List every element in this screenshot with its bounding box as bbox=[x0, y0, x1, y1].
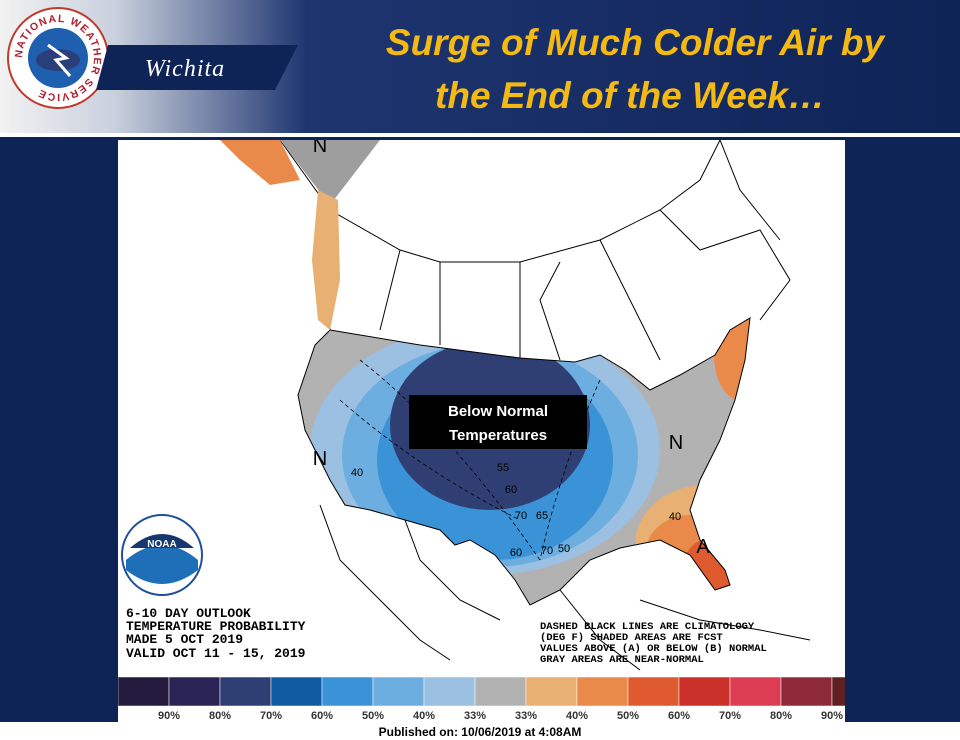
header-rule bbox=[0, 133, 960, 137]
info-line: 6-10 DAY OUTLOOK bbox=[126, 606, 251, 621]
legend-label: 70% bbox=[260, 710, 282, 722]
info-line: MADE 5 OCT 2019 bbox=[126, 632, 243, 647]
legend-swatch bbox=[219, 676, 272, 707]
legend-swatch bbox=[423, 676, 476, 707]
region-label: A bbox=[696, 536, 710, 558]
legend-label: 70% bbox=[719, 710, 741, 722]
office-banner bbox=[96, 45, 298, 90]
contour-label: 70 bbox=[515, 510, 527, 522]
contour-label: 60 bbox=[505, 484, 517, 496]
note-line: GRAY AREAS ARE NEAR-NORMAL bbox=[540, 654, 704, 666]
legend-label: 33% bbox=[464, 710, 486, 722]
info-line: TEMPERATURE PROBABILITY bbox=[126, 619, 306, 634]
contour-label: 60 bbox=[510, 547, 522, 559]
callout-text: Below Normal bbox=[448, 403, 548, 420]
map-panel: N N N A 40 40 50 60 55 60 70 65 70 Below… bbox=[118, 135, 845, 722]
legend-swatch bbox=[372, 676, 425, 707]
contour-label: 40 bbox=[351, 467, 363, 479]
contour-label: 40 bbox=[669, 511, 681, 523]
legend-swatch bbox=[525, 676, 578, 707]
footer: Published on: 10/06/2019 at 4:08AM bbox=[379, 725, 582, 739]
legend-label: 40% bbox=[566, 710, 588, 722]
bc-coast bbox=[312, 190, 340, 330]
title-line: the End of the Week… bbox=[435, 75, 825, 116]
contour-label: 70 bbox=[541, 545, 553, 557]
region-label: N bbox=[313, 135, 327, 157]
legend-label: 60% bbox=[311, 710, 333, 722]
callout-box bbox=[409, 395, 587, 449]
noaa-text: NOAA bbox=[147, 539, 176, 550]
legend-label: 90% bbox=[821, 710, 843, 722]
legend-label: 80% bbox=[770, 710, 792, 722]
legend-swatch bbox=[118, 676, 170, 707]
legend-label: 50% bbox=[617, 710, 639, 722]
legend: 90% 80% 70% 60% 50% 40% 33% 33% 40% 50% 60% 70% 80% 9… bbox=[118, 676, 845, 722]
note-line: VALUES ABOVE (A) OR BELOW (B) NORMAL bbox=[540, 643, 767, 655]
legend-label: 60% bbox=[668, 710, 690, 722]
legend-label: 90% bbox=[158, 710, 180, 722]
title-line: Surge of Much Colder Air by bbox=[386, 22, 887, 63]
info-line: VALID OCT 11 - 15, 2019 bbox=[126, 646, 306, 661]
contour-label: 65 bbox=[536, 510, 548, 522]
legend-swatch bbox=[831, 676, 845, 707]
note-line: DASHED BLACK LINES ARE CLIMATOLOGY bbox=[540, 621, 755, 633]
legend-label: 33% bbox=[515, 710, 537, 722]
us-outline bbox=[297, 317, 751, 606]
legend-label: 40% bbox=[413, 710, 435, 722]
legend-swatch bbox=[474, 676, 527, 707]
alaska-gray bbox=[280, 140, 380, 205]
legend-swatch bbox=[270, 676, 323, 707]
note-line: (DEG F) SHADED AREAS ARE FCST bbox=[540, 632, 723, 644]
legend-swatch bbox=[678, 676, 731, 707]
callout-text: Temperatures bbox=[449, 427, 547, 444]
legend-label: 80% bbox=[209, 710, 231, 722]
legend-swatch bbox=[321, 676, 374, 707]
nws-logo: NATIONAL WEATHER SERVICE bbox=[7, 7, 109, 109]
legend-swatch bbox=[576, 676, 629, 707]
legend-swatch bbox=[729, 676, 782, 707]
legend-swatch bbox=[627, 676, 680, 707]
legend-swatch bbox=[780, 676, 833, 707]
region-label: N bbox=[313, 448, 327, 470]
contour-label: 55 bbox=[497, 462, 509, 474]
footer-band bbox=[0, 722, 960, 740]
office-name: Wichita bbox=[145, 56, 225, 82]
legend-swatch bbox=[168, 676, 221, 707]
contour-label: 50 bbox=[558, 543, 570, 555]
legend-label: 50% bbox=[362, 710, 384, 722]
region-label: N bbox=[669, 432, 683, 454]
alaska-orange bbox=[220, 140, 300, 185]
noaa-logo: NOAA bbox=[121, 514, 203, 596]
